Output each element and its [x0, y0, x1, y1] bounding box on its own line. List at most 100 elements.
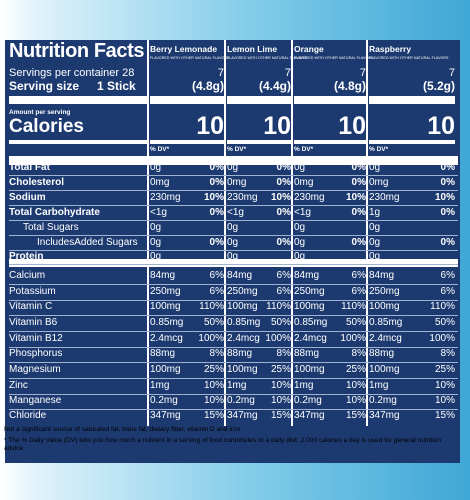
mineral-value: 100mg [227, 364, 258, 375]
nutrient-value: 0mg [369, 177, 389, 188]
nutrient-dv: 0% [209, 177, 224, 188]
column-medium-divider [150, 140, 224, 144]
mineral-value: 100mg [294, 364, 325, 375]
column-divider [291, 40, 293, 426]
nutrient-value: 0g [227, 222, 239, 233]
mineral-value: 100mg [227, 301, 258, 312]
mineral-label: Chloride [9, 410, 47, 421]
column-thick-divider [227, 96, 291, 104]
flavor-name: Orange [294, 44, 324, 54]
column-divider [224, 40, 226, 426]
nutrient-value: 0g [294, 251, 306, 262]
flavor-name: Lemon Lime [227, 44, 278, 54]
nutrient-value: 230mg [227, 192, 258, 203]
nutrient-dv: 0% [209, 162, 224, 173]
nutrient-dv: 0% [440, 162, 455, 173]
mineral-value: 88mg [369, 348, 395, 359]
mineral-dv: 10% [345, 380, 366, 391]
mineral-value: 0.2mg [150, 395, 178, 406]
row-line [9, 362, 458, 363]
nutrient-label-added: IncludesAdded Sugars [37, 237, 138, 248]
mineral-value: 84mg [150, 270, 176, 281]
mineral-label: Vitamin B6 [9, 317, 58, 328]
mineral-value: 100mg [150, 364, 181, 375]
nutrient-value: 230mg [150, 192, 181, 203]
flavor-subtitle: FLAVORED WITH OTHER NATURAL FLAVORS [369, 56, 449, 60]
serving-weight: (4.8g) [333, 79, 366, 93]
mineral-dv: 100% [429, 333, 455, 344]
mineral-dv: 50% [203, 317, 224, 328]
nutrient-label-protein: Protein [9, 251, 44, 262]
nutrient-value: 0g [369, 251, 381, 262]
mineral-dv: 50% [434, 317, 455, 328]
mineral-value: 347mg [369, 410, 400, 421]
mineral-value: 250mg [227, 286, 258, 297]
column-divider [366, 40, 368, 426]
mineral-dv: 6% [209, 286, 224, 297]
nutrient-dv: 0% [209, 237, 224, 248]
nutrition-facts-title: Nutrition Facts [9, 40, 145, 62]
nutrient-dv: 0% [440, 177, 455, 188]
mineral-value: 347mg [150, 410, 181, 421]
mineral-value: 250mg [369, 286, 400, 297]
mineral-value: 2.4mcg [227, 333, 260, 344]
mineral-value: 1mg [227, 380, 247, 391]
nutrient-value: 0g [227, 237, 239, 248]
mineral-value: 0.2mg [294, 395, 322, 406]
row-line [9, 235, 458, 236]
row-line [9, 315, 458, 316]
nutrient-label-sugars: Total Sugars [23, 222, 79, 233]
servings-count: 7 [217, 67, 224, 79]
mineral-value: 0.2mg [227, 395, 255, 406]
mineral-dv: 8% [209, 348, 224, 359]
column-divider [147, 40, 149, 426]
mineral-value: 250mg [150, 286, 181, 297]
mineral-dv: 6% [440, 270, 455, 281]
nutrient-value: 0g [227, 162, 239, 173]
nutrient-value: <1g [227, 207, 244, 218]
mineral-value: 84mg [227, 270, 253, 281]
nutrient-dv: 0% [276, 237, 291, 248]
mineral-dv: 10% [434, 380, 455, 391]
mineral-value: 88mg [227, 348, 253, 359]
column-medium-divider [369, 140, 455, 144]
row-line [9, 284, 458, 285]
nutrient-dv: 0% [276, 207, 291, 218]
mineral-label: Phosphorus [9, 348, 63, 359]
mineral-dv: 8% [351, 348, 366, 359]
mineral-value: 0.85mg [294, 317, 328, 328]
nutrient-value: 0g [369, 237, 381, 248]
mineral-value: 0.85mg [227, 317, 261, 328]
nutrient-value: 0g [294, 162, 306, 173]
flavor-subtitle: FLAVORED WITH OTHER NATURAL FLAVORS [150, 56, 230, 60]
mineral-dv: 6% [351, 270, 366, 281]
mineral-dv: 6% [276, 270, 291, 281]
servings-count: 7 [359, 67, 366, 79]
nutrient-dv: 0% [351, 177, 366, 188]
flavor-name: Raspberry [369, 44, 412, 54]
nutrient-dv: 0% [276, 177, 291, 188]
nutrient-dv: 0% [276, 162, 291, 173]
mineral-value: 0.85mg [150, 317, 184, 328]
nutrient-value: 0g [150, 237, 162, 248]
mineral-dv: 10% [203, 395, 224, 406]
mineral-value: 100mg [294, 301, 325, 312]
nutrient-label-cholesterol: Cholesterol [9, 177, 65, 188]
dv-header: % DV* [150, 146, 170, 153]
calories-value: 10 [338, 112, 366, 140]
mineral-dv: 110% [199, 301, 224, 312]
column-medium-divider [227, 140, 291, 144]
nutrient-value: 0g [150, 162, 162, 173]
mineral-value: 2.4mcg [369, 333, 402, 344]
mineral-value: 1mg [369, 380, 389, 391]
section-divider [9, 156, 458, 162]
row-line [9, 394, 458, 395]
row-line [9, 175, 458, 176]
nutrient-value: <1g [294, 207, 311, 218]
footnote-daily-value: * The % Daily Value (DV) tells you how m… [4, 437, 442, 453]
nutrient-value: 0g [369, 222, 381, 233]
mineral-dv: 10% [345, 395, 366, 406]
row-line [9, 409, 458, 410]
mineral-value: 88mg [150, 348, 176, 359]
mineral-label: Zinc [9, 380, 28, 391]
